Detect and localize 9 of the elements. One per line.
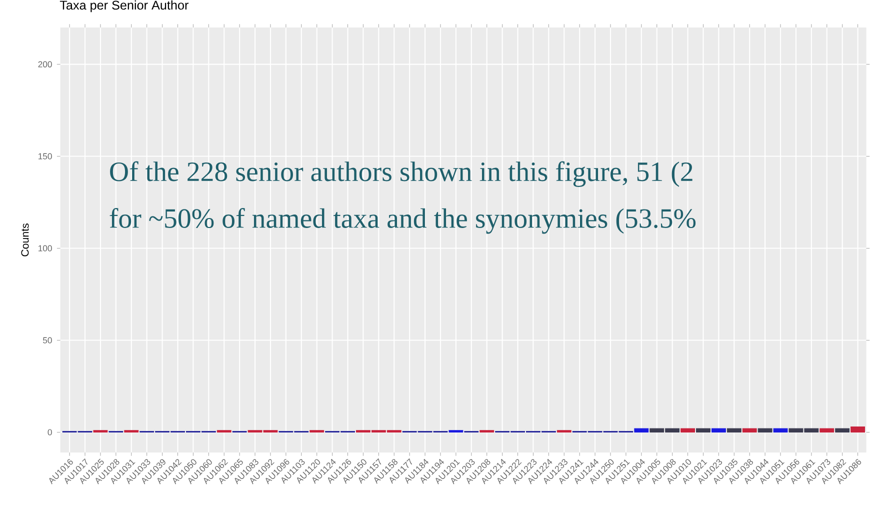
y-tick-label: 50 [43,337,52,344]
y-axis-title: Counts [21,224,29,256]
y-tick-label: 0 [48,429,52,436]
chart-title: Taxa per Senior Author [60,0,188,12]
y-tick-label: 100 [38,245,52,252]
y-tick-label: 150 [38,153,52,160]
annotation: Of the 228 senior authors shown in this figure, 51 (2 [110,161,692,187]
annotation: for ~50% of named taxa and the synonymies (53.5% [110,208,696,234]
y-tick-label: 200 [38,61,52,68]
